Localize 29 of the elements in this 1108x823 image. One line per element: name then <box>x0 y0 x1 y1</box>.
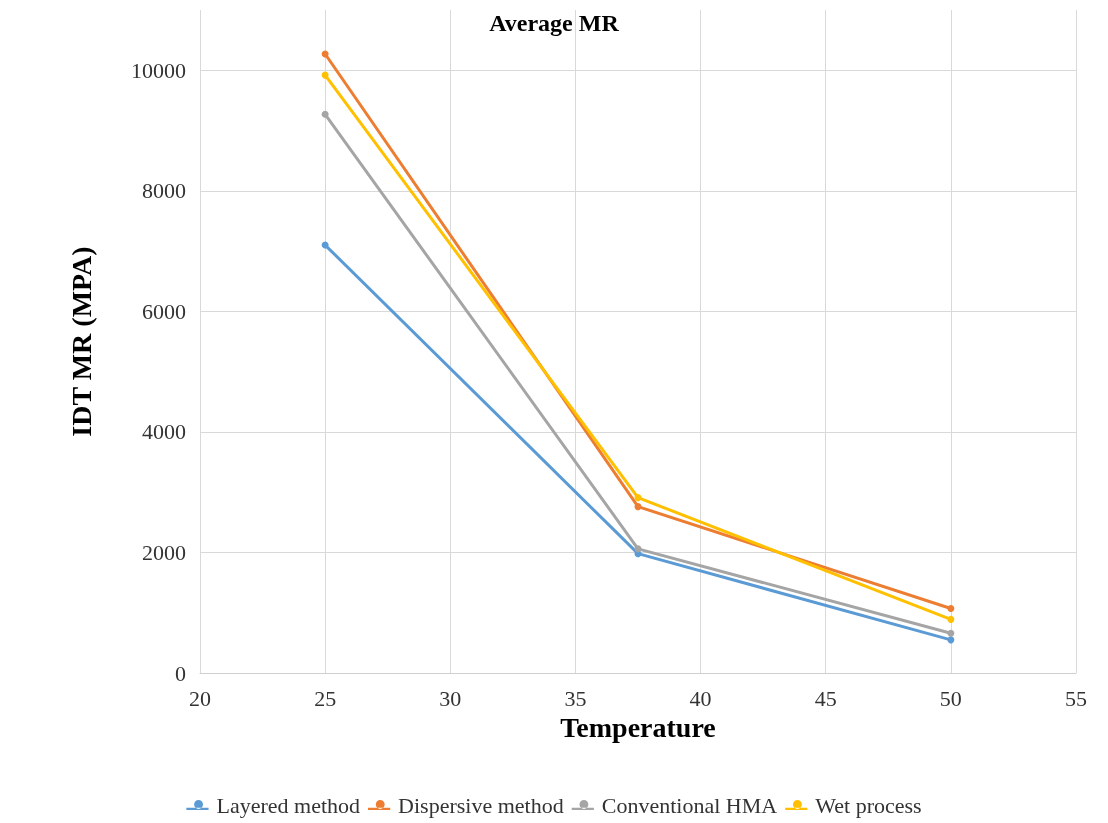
y-tick-label: 2000 <box>142 539 186 565</box>
point <box>634 503 642 511</box>
y-axis-title: IDT MR (MPA) <box>65 246 97 437</box>
point <box>321 241 329 249</box>
x-tick-label: 40 <box>689 685 712 711</box>
x-axis-title: Temperature <box>560 712 716 744</box>
point <box>321 71 329 79</box>
legend-label: Dispersive method <box>398 792 564 818</box>
x-tick-label: 30 <box>439 685 462 711</box>
x-tick-label: 35 <box>564 685 587 711</box>
x-tick-label: 55 <box>1065 685 1087 711</box>
y-tick-label: 0 <box>175 660 186 686</box>
y-tick-label: 6000 <box>142 298 186 324</box>
chart-title: Average MR <box>489 10 620 36</box>
point <box>947 605 955 613</box>
legend-label: Conventional HMA <box>601 792 778 818</box>
x-tick-label: 50 <box>939 685 962 711</box>
point <box>634 494 642 502</box>
legend-label: Layered method <box>216 792 361 818</box>
y-tick-label: 8000 <box>142 178 186 204</box>
point <box>947 615 955 623</box>
x-tick-label: 20 <box>189 685 211 711</box>
x-tick-label: 45 <box>814 685 837 711</box>
point <box>321 110 329 118</box>
point <box>947 629 955 637</box>
legend-label: Wet process <box>815 792 922 818</box>
y-tick-label: 10000 <box>131 57 186 83</box>
y-tick-label: 4000 <box>142 419 186 445</box>
x-tick-label: 25 <box>314 685 337 711</box>
